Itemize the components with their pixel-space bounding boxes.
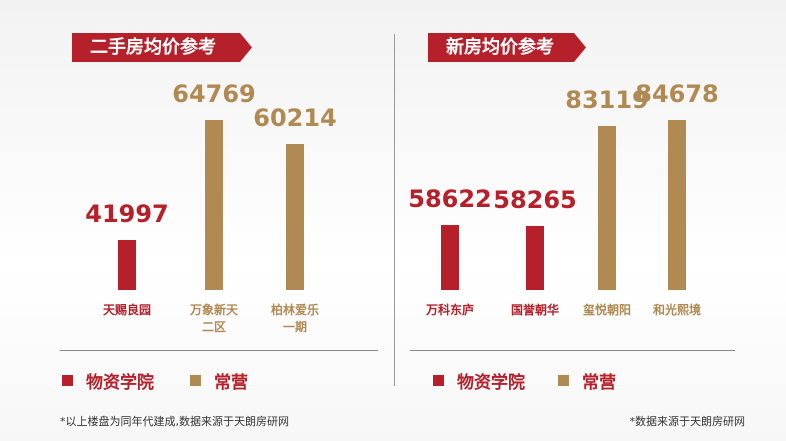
value-label: 84678 bbox=[635, 80, 719, 108]
category-label: 天赐良园 bbox=[102, 303, 151, 317]
legend-label: 常营 bbox=[214, 373, 248, 393]
legend-swatch bbox=[433, 375, 444, 386]
title-banner: 二手房均价参考 bbox=[72, 33, 252, 62]
baseline bbox=[60, 350, 378, 351]
category-label: 万科东庐 bbox=[425, 303, 474, 317]
category-label: 和光熙境 bbox=[652, 303, 701, 317]
legend-label: 常营 bbox=[582, 373, 616, 393]
title-banner: 新房均价参考 bbox=[428, 33, 586, 62]
divider bbox=[394, 34, 395, 386]
bar bbox=[598, 126, 616, 290]
legend-label: 物资学院 bbox=[457, 373, 525, 393]
value-label: 58265 bbox=[493, 186, 577, 215]
legend-label: 物资学院 bbox=[86, 373, 154, 393]
bar bbox=[118, 239, 136, 290]
footnote: *以上楼盘为同年代建成,数据来源于天朗房研网 bbox=[60, 415, 289, 428]
bar bbox=[286, 143, 304, 290]
legend-swatch bbox=[62, 375, 73, 386]
value-label: 41997 bbox=[85, 199, 169, 228]
value-label: 58622 bbox=[408, 184, 492, 213]
category-label: 万象新天 二区 bbox=[189, 303, 238, 334]
legend-swatch bbox=[190, 375, 201, 386]
value-label: 64769 bbox=[172, 80, 256, 108]
legend-swatch bbox=[558, 375, 569, 386]
value-label: 83119 bbox=[565, 86, 649, 115]
category-label: 国誉朝华 bbox=[510, 303, 559, 317]
bar bbox=[205, 120, 223, 290]
bar bbox=[441, 224, 459, 290]
baseline bbox=[410, 350, 735, 351]
category-label: 玺悦朝阳 bbox=[582, 303, 631, 317]
footnote: *数据来源于天朗房研网 bbox=[629, 415, 746, 428]
bar bbox=[668, 120, 686, 290]
category-label: 柏林爱乐 一期 bbox=[270, 303, 319, 334]
bar bbox=[526, 226, 544, 290]
value-label: 60214 bbox=[253, 103, 337, 132]
